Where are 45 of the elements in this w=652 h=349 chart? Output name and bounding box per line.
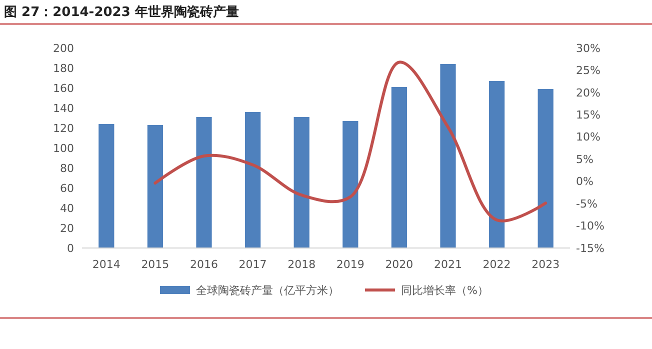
- bar: [342, 121, 358, 248]
- x-tick-label: 2021: [434, 258, 462, 271]
- y2-tick-label: 20%: [576, 86, 600, 100]
- x-tick-label: 2022: [482, 258, 511, 271]
- y2-tick-label: -5%: [576, 197, 598, 210]
- x-tick-label: 2014: [92, 258, 120, 271]
- bar: [294, 117, 310, 248]
- bar: [538, 89, 554, 248]
- legend-label: 同比增长率（%）: [401, 284, 488, 297]
- y-tick-label: 180: [53, 62, 74, 75]
- y-tick-label: 0: [67, 242, 74, 255]
- bar: [244, 112, 261, 248]
- bar: [147, 125, 164, 248]
- x-tick-label: 2015: [141, 258, 170, 271]
- bar: [196, 117, 212, 248]
- x-tick-label: 2019: [336, 258, 364, 271]
- y2-tick-label: 0%: [576, 175, 594, 188]
- bar: [98, 124, 114, 248]
- bar: [391, 87, 408, 248]
- y2-tick-label: 30%: [576, 42, 600, 55]
- x-tick-label: 2020: [385, 258, 414, 271]
- y-tick-label: 20: [60, 222, 74, 235]
- y2-tick-label: 10%: [576, 130, 600, 144]
- y-tick-label: 100: [53, 142, 74, 155]
- y2-tick-label: -15%: [576, 242, 604, 255]
- y-tick-label: 40: [60, 202, 74, 215]
- chart-title: 图 27：2014-2023 年世界陶瓷砖产量: [4, 4, 239, 20]
- y-tick-label: 200: [53, 42, 74, 55]
- bar: [488, 81, 505, 248]
- y2-tick-label: -10%: [576, 220, 604, 233]
- x-tick-label: 2018: [288, 258, 316, 271]
- y-tick-label: 140: [53, 102, 74, 115]
- x-tick-label: 2016: [190, 258, 218, 271]
- x-tick-label: 2017: [238, 258, 267, 271]
- y-tick-label: 120: [53, 122, 74, 135]
- y2-tick-label: 25%: [576, 64, 600, 78]
- y-tick-label: 160: [53, 82, 74, 95]
- y2-tick-label: 5%: [576, 152, 594, 166]
- y2-tick-label: 15%: [576, 108, 600, 122]
- bar: [440, 64, 456, 248]
- legend-label: 全球陶瓷砖产量（亿平方米）: [196, 284, 339, 297]
- y-tick-label: 60: [60, 182, 74, 195]
- y-tick-label: 80: [60, 162, 74, 175]
- x-tick-label: 2023: [532, 258, 560, 271]
- line-series: [154, 60, 548, 222]
